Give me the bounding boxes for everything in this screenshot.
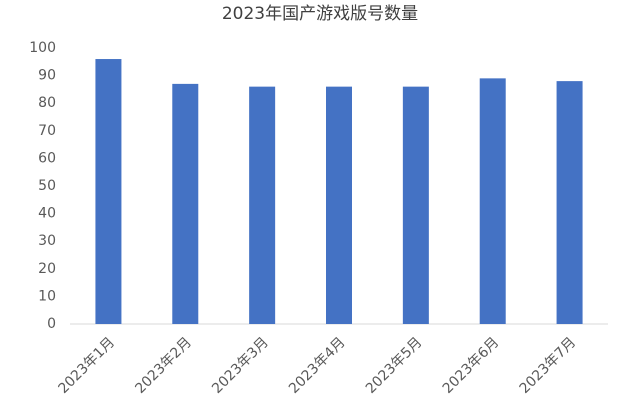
y-tick-label: 10 (38, 288, 56, 304)
bar (95, 59, 122, 324)
y-tick-label: 50 (38, 178, 56, 194)
y-tick-label: 60 (38, 150, 56, 166)
y-tick-label: 100 (29, 40, 56, 56)
y-tick-label: 90 (38, 68, 56, 84)
bar (479, 78, 506, 324)
bar (402, 86, 429, 324)
bar (172, 83, 199, 324)
y-tick-label: 70 (38, 123, 56, 139)
y-tick-label: 30 (38, 233, 56, 249)
y-tick-label: 20 (38, 261, 56, 277)
y-tick-label: 0 (47, 316, 56, 332)
chart-title: 2023年国产游戏版号数量 (222, 4, 418, 24)
bar (326, 86, 352, 324)
y-tick-label: 40 (38, 206, 56, 222)
bar (556, 81, 583, 325)
y-tick-label: 80 (38, 95, 56, 111)
bar (249, 86, 276, 324)
